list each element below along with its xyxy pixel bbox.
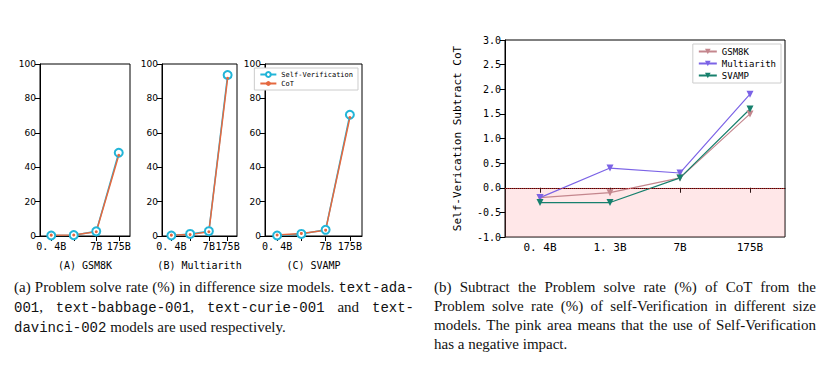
svg-text:100: 100: [243, 59, 261, 69]
svg-text:-0.5: -0.5: [477, 207, 501, 218]
svg-text:2.5: 2.5: [483, 59, 501, 70]
svg-text:0. 4B: 0. 4B: [36, 241, 66, 252]
svg-text:GSM8K: GSM8K: [722, 47, 750, 57]
svg-text:7B: 7B: [320, 241, 332, 252]
svg-text:175B: 175B: [338, 241, 362, 252]
svg-text:60: 60: [147, 128, 159, 138]
svg-text:2.0: 2.0: [483, 84, 501, 95]
svg-text:(A) GSM8K: (A) GSM8K: [58, 260, 112, 271]
html-text:(b) Subtract the Problem solve: (b) Subtract the Problem solve rate (%) …: [434, 279, 816, 352]
svg-text:1.5: 1.5: [483, 108, 501, 119]
svg-text:60: 60: [25, 128, 37, 138]
svg-text:(C) SVAMP: (C) SVAMP: [286, 260, 340, 271]
svg-text:40: 40: [250, 162, 262, 172]
svg-text:7B: 7B: [673, 241, 687, 254]
svg-text:60: 60: [250, 128, 262, 138]
svg-text:80: 80: [25, 93, 37, 103]
svg-text:40: 40: [25, 162, 37, 172]
svg-text:7B: 7B: [90, 241, 102, 252]
svg-text:1. 3B: 1. 3B: [593, 241, 626, 254]
svg-text:Multiarith: Multiarith: [722, 59, 776, 69]
svg-text:1.0: 1.0: [483, 133, 501, 144]
svg-text:20: 20: [250, 197, 262, 207]
svg-text:20: 20: [25, 197, 37, 207]
html-text:(a) Problem solve rate (%) in: (a) Problem solve rate (%) in difference…: [14, 279, 414, 336]
svg-text:0. 4B: 0. 4B: [262, 241, 292, 252]
svg-text:-1.0: -1.0: [477, 232, 501, 243]
svg-text:20: 20: [147, 197, 159, 207]
svg-text:0.0: 0.0: [483, 182, 501, 193]
svg-text:0.5: 0.5: [483, 158, 501, 169]
svg-text:3.0: 3.0: [483, 35, 501, 46]
svg-text:0: 0: [30, 231, 36, 241]
svg-text:80: 80: [250, 93, 262, 103]
svg-text:175B: 175B: [737, 241, 764, 254]
svg-text:7B: 7B: [203, 241, 215, 252]
svg-text:40: 40: [147, 162, 159, 172]
svg-text:0: 0: [255, 231, 261, 241]
svg-text:0. 4B: 0. 4B: [523, 241, 556, 254]
svg-text:Self-Verification: Self-Verification: [281, 71, 353, 79]
svg-text:0. 4B: 0. 4B: [156, 241, 186, 252]
svg-text:(B) Multiarith: (B) Multiarith: [157, 260, 241, 271]
svg-text:80: 80: [147, 93, 159, 103]
svg-text:100: 100: [141, 59, 158, 69]
svg-text:SVAMP: SVAMP: [722, 71, 750, 81]
svg-text:0: 0: [152, 231, 158, 241]
svg-text:100: 100: [19, 59, 36, 69]
svg-text:175B: 175B: [107, 241, 131, 252]
svg-text:175B: 175B: [216, 241, 240, 252]
svg-text:CoT: CoT: [281, 80, 294, 88]
svg-text:Self-Verication Subtract CoT: Self-Verication Subtract CoT: [451, 45, 464, 231]
